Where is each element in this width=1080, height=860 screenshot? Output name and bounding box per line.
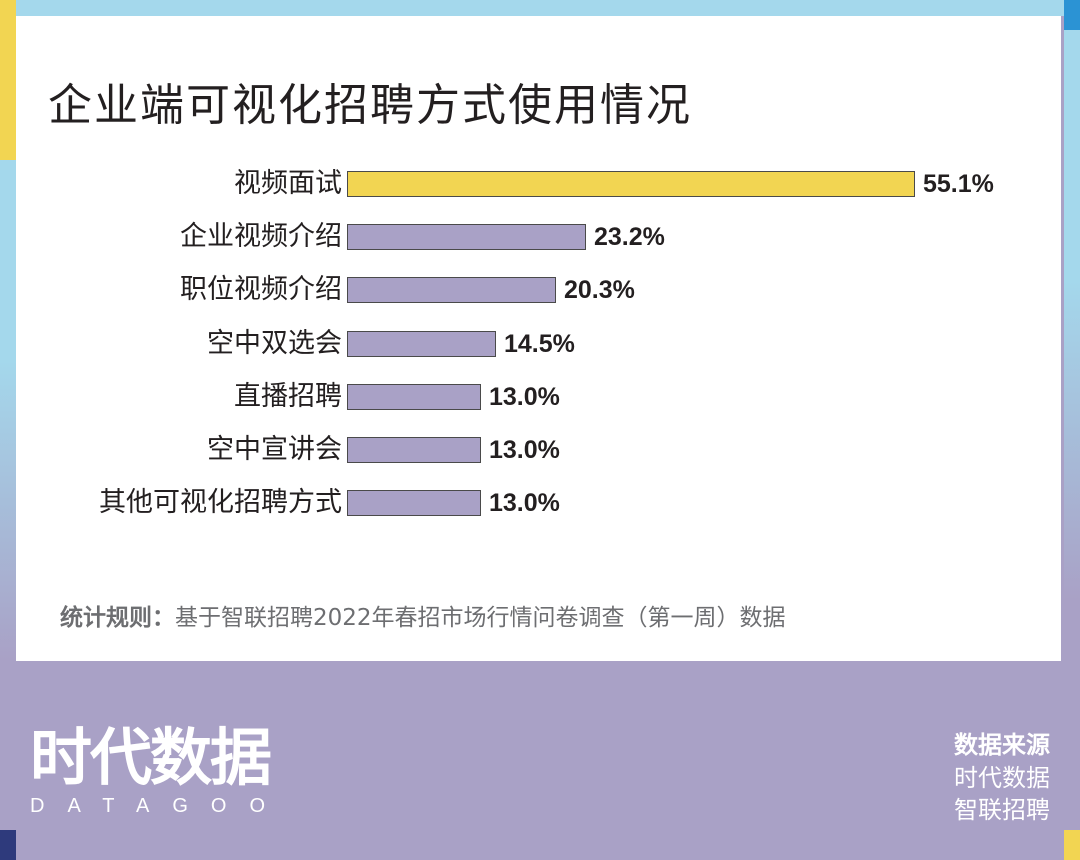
bar xyxy=(347,330,496,357)
frame-right-border xyxy=(1064,0,1080,860)
bar xyxy=(347,277,556,304)
bar-row: 企业视频介绍 23.2% xyxy=(0,221,1080,253)
bar-row: 其他可视化招聘方式 13.0% xyxy=(0,487,1080,519)
bar-row: 空中宣讲会 13.0% xyxy=(0,434,1080,465)
logo-english: DATAGOO xyxy=(30,795,289,817)
bar-label: 企业视频介绍 xyxy=(180,221,342,253)
bar xyxy=(347,224,586,251)
note-label: 统计规则： xyxy=(60,605,175,631)
bar-label: 视频面试 xyxy=(234,168,342,199)
bar-value: 20.3% xyxy=(564,276,635,305)
bar-value: 13.0% xyxy=(489,382,560,411)
bar xyxy=(347,171,915,197)
chart-title: 企业端可视化招聘方式使用情况 xyxy=(48,80,692,132)
bar-label: 空中双选会 xyxy=(207,327,342,359)
source-item: 智联招聘 xyxy=(954,796,1050,824)
bar xyxy=(347,383,481,410)
bar-label: 职位视频介绍 xyxy=(180,274,342,306)
bar-value: 13.0% xyxy=(489,489,560,518)
bar-row: 视频面试 55.1% xyxy=(0,168,1080,199)
bar-row: 直播招聘 13.0% xyxy=(0,380,1080,412)
source-item: 时代数据 xyxy=(954,764,1050,792)
bar-label: 空中宣讲会 xyxy=(207,434,342,465)
bar-value: 55.1% xyxy=(923,170,994,198)
source-heading: 数据来源 xyxy=(954,731,1050,759)
bar-value: 23.2% xyxy=(594,223,665,252)
statistics-note: 统计规则：基于智联招聘2022年春招市场行情问卷调查（第一周）数据 xyxy=(60,598,786,632)
bar-label: 其他可视化招聘方式 xyxy=(99,487,342,519)
bar-label: 直播招聘 xyxy=(234,380,342,412)
frame-left-border xyxy=(0,0,16,860)
bar xyxy=(347,490,481,517)
logo-chinese: 时代数据 xyxy=(30,721,272,794)
chart-card xyxy=(16,16,1061,661)
bar-value: 13.0% xyxy=(489,436,560,464)
bar xyxy=(347,437,481,463)
bar-row: 空中双选会 14.5% xyxy=(0,327,1080,359)
datagoo-logo: 时代数据 DATAGOO xyxy=(30,725,288,818)
frame-top-border xyxy=(0,0,1080,16)
bar-row: 职位视频介绍 20.3% xyxy=(0,274,1080,306)
data-source: 数据来源 时代数据 智联招聘 xyxy=(954,728,1050,826)
note-text: 基于智联招聘2022年春招市场行情问卷调查（第一周）数据 xyxy=(175,605,786,631)
bar-value: 14.5% xyxy=(504,329,575,358)
